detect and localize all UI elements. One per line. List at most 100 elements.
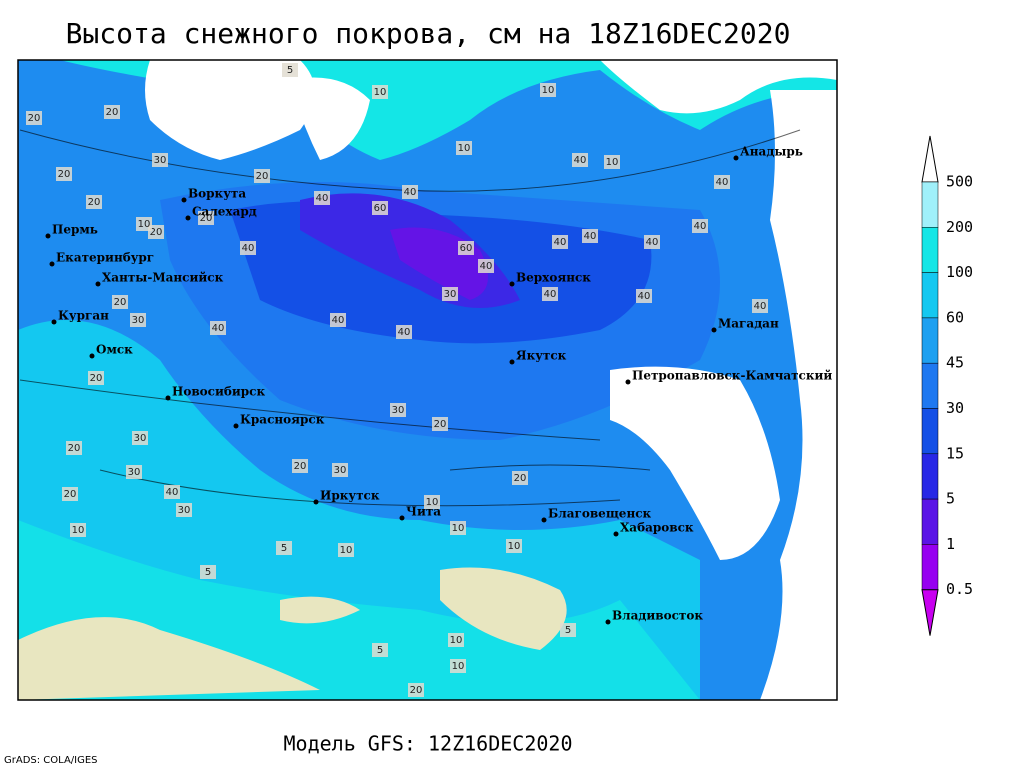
- contour-label-box: [330, 313, 346, 327]
- legend-cell: [921, 227, 939, 273]
- city-label: Магадан: [718, 317, 779, 331]
- legend-cell: [921, 498, 939, 545]
- contour-label-box: [126, 465, 142, 479]
- contour-label: 20: [90, 373, 103, 384]
- contour-label-box: [292, 459, 308, 473]
- contour-label-box: [424, 495, 440, 509]
- contour-label: 10: [426, 497, 439, 508]
- contour-label-box: [450, 659, 466, 673]
- contour-label-box: [254, 169, 270, 183]
- contour-label: 20: [68, 443, 81, 454]
- contour-label: 20: [256, 171, 269, 182]
- contour-label: 30: [392, 405, 405, 416]
- legend-bottom: [921, 589, 939, 636]
- city-dot: [51, 319, 57, 325]
- contour-label-box: [448, 633, 464, 647]
- city-dot: [733, 155, 739, 161]
- contour-label: 20: [434, 419, 447, 430]
- contour-label: 20: [88, 197, 101, 208]
- contour-label: 10: [452, 661, 465, 672]
- contour-label-box: [450, 521, 466, 535]
- city-dot: [509, 359, 515, 365]
- contour-label-box: [70, 523, 86, 537]
- city-dot: [625, 379, 631, 385]
- contour-label: 40: [694, 221, 707, 232]
- legend-cell: [921, 453, 939, 500]
- contour-label: 20: [106, 107, 119, 118]
- legend-label: 45: [946, 354, 964, 372]
- contour-label-box: [372, 643, 388, 657]
- contour-label-box: [456, 141, 472, 155]
- legend-cell: [921, 408, 939, 455]
- contour-label: 5: [377, 645, 383, 656]
- city-label: Петропавловск-Камчатский: [632, 369, 832, 383]
- legend-cell: [921, 362, 939, 409]
- contour-label: 40: [398, 327, 411, 338]
- contour-label-box: [432, 417, 448, 431]
- contour-label: 40: [332, 315, 345, 326]
- city-label: Красноярск: [240, 413, 325, 427]
- city-label: Новосибирск: [172, 385, 265, 399]
- contour-label: 60: [460, 243, 473, 254]
- contour-label: 20: [514, 473, 527, 484]
- city-label: Якутск: [516, 349, 567, 363]
- contour-label: 20: [64, 489, 77, 500]
- contour-label-box: [164, 485, 180, 499]
- city-dot: [613, 531, 619, 537]
- contour-label: 40: [544, 289, 557, 300]
- legend-cell: [921, 272, 939, 319]
- ocean-north: [145, 60, 837, 160]
- contour-label: 40: [316, 193, 329, 204]
- city-label: Анадырь: [740, 145, 803, 159]
- contour-label: 40: [404, 187, 417, 198]
- contour-label: 40: [574, 155, 587, 166]
- legend-label: 200: [946, 218, 973, 236]
- contour-label-box: [752, 299, 768, 313]
- ocean-pacific: [610, 90, 837, 700]
- contour-label-box: [644, 235, 660, 249]
- legend-label: 500: [946, 173, 973, 191]
- contour-label-box: [604, 155, 620, 169]
- contour-label-box: [276, 541, 292, 555]
- contour-label: 5: [281, 543, 287, 554]
- contour-label: 40: [554, 237, 567, 248]
- legend-label: 60: [946, 308, 964, 326]
- contour-label-box: [136, 217, 152, 231]
- city-dot: [89, 353, 95, 359]
- contour-label: 30: [178, 505, 191, 516]
- city-dot: [605, 619, 611, 625]
- legend-label: 0.5: [946, 580, 973, 598]
- contour-label-box: [442, 287, 458, 301]
- contour-label: 20: [114, 297, 127, 308]
- contour-label-box: [112, 295, 128, 309]
- city-label: Чита: [406, 505, 441, 519]
- map: [18, 60, 837, 700]
- contour-label: 20: [150, 227, 163, 238]
- contour-label-box: [408, 683, 424, 697]
- legend-label: 5: [946, 490, 955, 508]
- city-label: Пермь: [52, 223, 98, 237]
- contour-label-box: [66, 441, 82, 455]
- contour-label-box: [636, 289, 652, 303]
- city-dot: [49, 261, 55, 267]
- contour-label-box: [282, 63, 298, 77]
- contour-label-box: [210, 321, 226, 335]
- city-label: Хабаровск: [620, 521, 694, 535]
- map-frame: [17, 59, 838, 701]
- contour-label: 10: [606, 157, 619, 168]
- contour-label-box: [396, 325, 412, 339]
- city-label: Благовещенск: [548, 507, 652, 521]
- city-dot: [399, 515, 405, 521]
- contour-label: 10: [72, 525, 85, 536]
- city-dot: [541, 517, 547, 523]
- contour-label-box: [104, 105, 120, 119]
- contour-label-box: [714, 175, 730, 189]
- contour-label: 5: [565, 625, 571, 636]
- contour-label: 40: [212, 323, 225, 334]
- credit: GrADS: COLA/IGES: [4, 755, 98, 766]
- contour-label: 10: [508, 541, 521, 552]
- title: Высота снежного покрова, см на 18Z16DEC2…: [66, 17, 791, 50]
- city-label: Екатеринбург: [56, 251, 154, 265]
- contour-label: 10: [450, 635, 463, 646]
